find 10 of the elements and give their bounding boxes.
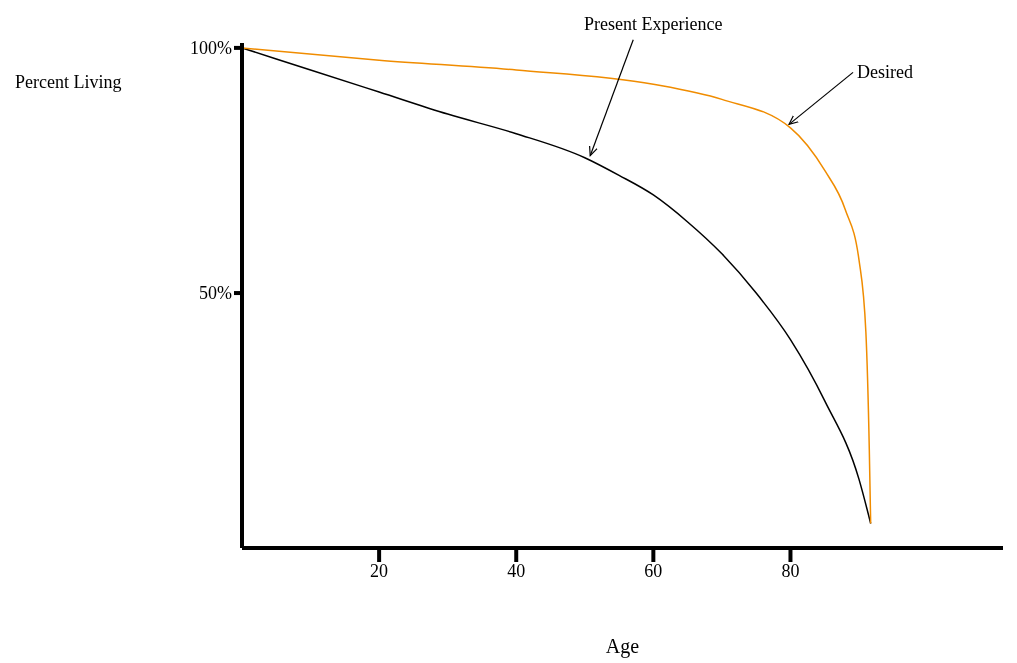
y-axis-title: Percent Living bbox=[15, 72, 122, 93]
annotation: Desired bbox=[857, 62, 914, 83]
y-tick-label: 100% bbox=[190, 38, 232, 59]
x-tick-label: 60 bbox=[644, 560, 663, 581]
annotation: Present Experience bbox=[584, 13, 723, 34]
x-axis-title: Age bbox=[605, 635, 640, 658]
x-tick-label: 40 bbox=[507, 560, 526, 581]
x-tick-label: 80 bbox=[781, 560, 800, 581]
x-tick-label: 20 bbox=[370, 560, 389, 581]
y-tick-label: 50% bbox=[199, 283, 232, 304]
